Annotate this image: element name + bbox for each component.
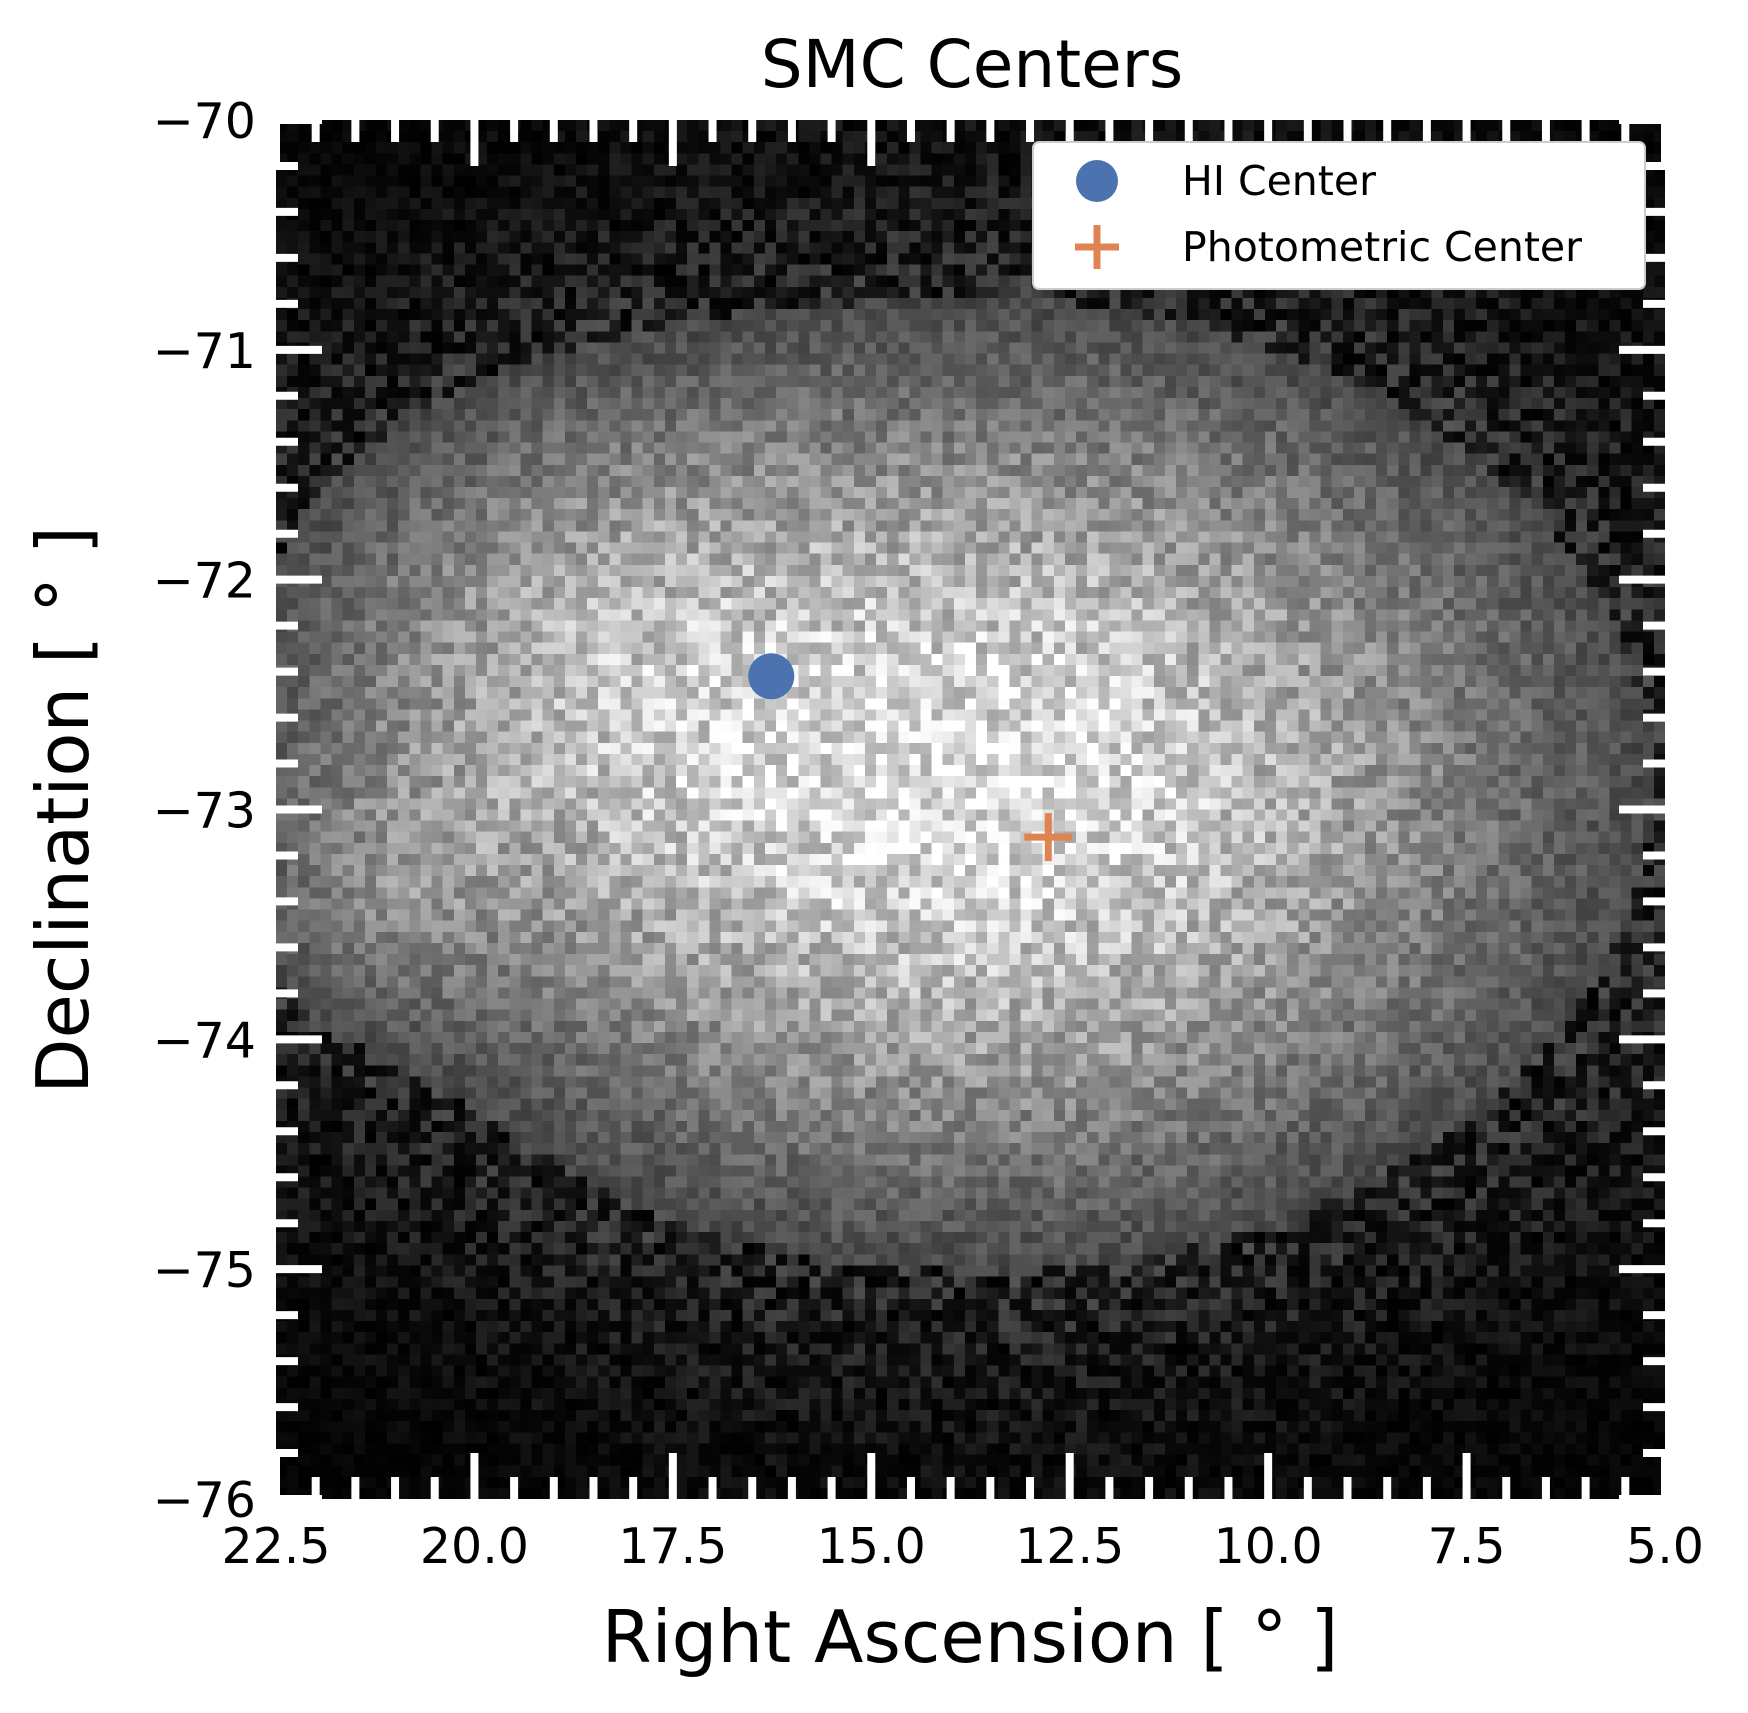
photometric-center-marker [1024, 813, 1073, 862]
y-tick-label: −73 [153, 783, 256, 840]
x-tick-label: 10.0 [1214, 1518, 1323, 1575]
legend-photometric-marker [1075, 225, 1119, 269]
x-tick-label: 17.5 [618, 1518, 727, 1575]
y-tick-label: −71 [153, 323, 256, 380]
legend: HI Center Photometric Center [1032, 141, 1646, 290]
legend-box [1032, 141, 1646, 290]
hi-center-marker [748, 653, 795, 700]
chart-title: SMC Centers [761, 26, 1183, 103]
density-heatmap [276, 120, 1665, 1499]
legend-label-hi: HI Center [1182, 157, 1376, 205]
y-tick-label: −76 [153, 1472, 256, 1529]
axis-ticks [272, 116, 1669, 1503]
x-tick-label: 12.5 [1015, 1518, 1124, 1575]
legend-label-photometric: Photometric Center [1182, 223, 1582, 271]
x-tick-label: 15.0 [817, 1518, 926, 1575]
x-tick-label: 20.0 [420, 1518, 529, 1575]
y-axis-label: Declination [ ° ] [21, 526, 105, 1094]
markers [748, 653, 1073, 862]
x-axis-label: Right Ascension [ ° ] [602, 1595, 1339, 1679]
y-tick-label: −72 [153, 553, 256, 610]
x-tick-label: 22.5 [221, 1518, 330, 1575]
tick-labels: 22.5 20.0 17.5 15.0 12.5 10.0 7.5 5.0 −70 −71 −72 −… [153, 93, 1704, 1575]
x-tick-label: 7.5 [1428, 1518, 1506, 1575]
legend-hi-marker [1076, 160, 1118, 202]
y-tick-label: −75 [153, 1242, 256, 1299]
y-tick-label: −70 [153, 93, 256, 150]
x-tick-label: 5.0 [1626, 1518, 1704, 1575]
y-tick-label: −74 [153, 1012, 256, 1069]
